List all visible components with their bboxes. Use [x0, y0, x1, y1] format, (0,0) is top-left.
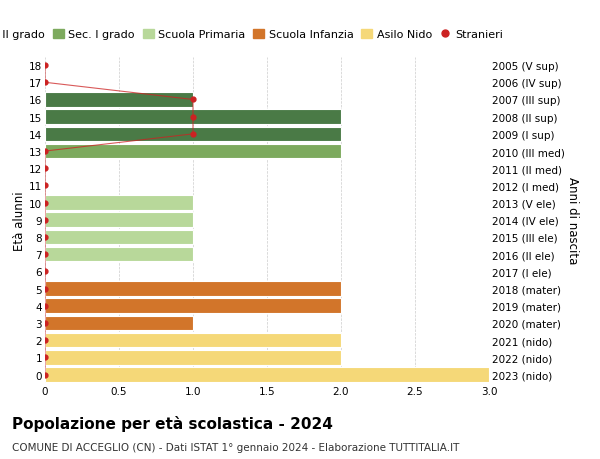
Bar	[45, 316, 193, 330]
Text: COMUNE DI ACCEGLIO (CN) - Dati ISTAT 1° gennaio 2024 - Elaborazione TUTTITALIA.I: COMUNE DI ACCEGLIO (CN) - Dati ISTAT 1° …	[12, 442, 460, 452]
Legend: Sec. II grado, Sec. I grado, Scuola Primaria, Scuola Infanzia, Asilo Nido, Stran: Sec. II grado, Sec. I grado, Scuola Prim…	[0, 25, 508, 45]
Bar	[45, 127, 341, 142]
Bar	[45, 350, 341, 365]
Bar	[45, 299, 341, 313]
Bar	[45, 247, 193, 262]
Bar	[45, 213, 193, 228]
Bar	[45, 196, 193, 211]
Y-axis label: Anni di nascita: Anni di nascita	[566, 177, 578, 264]
Bar	[45, 145, 341, 159]
Bar	[45, 333, 341, 347]
Bar	[45, 110, 341, 125]
Text: Popolazione per età scolastica - 2024: Popolazione per età scolastica - 2024	[12, 415, 333, 431]
Bar	[45, 93, 193, 107]
Bar	[45, 367, 489, 382]
Bar	[45, 282, 341, 296]
Bar	[45, 230, 193, 245]
Y-axis label: Età alunni: Età alunni	[13, 190, 26, 250]
